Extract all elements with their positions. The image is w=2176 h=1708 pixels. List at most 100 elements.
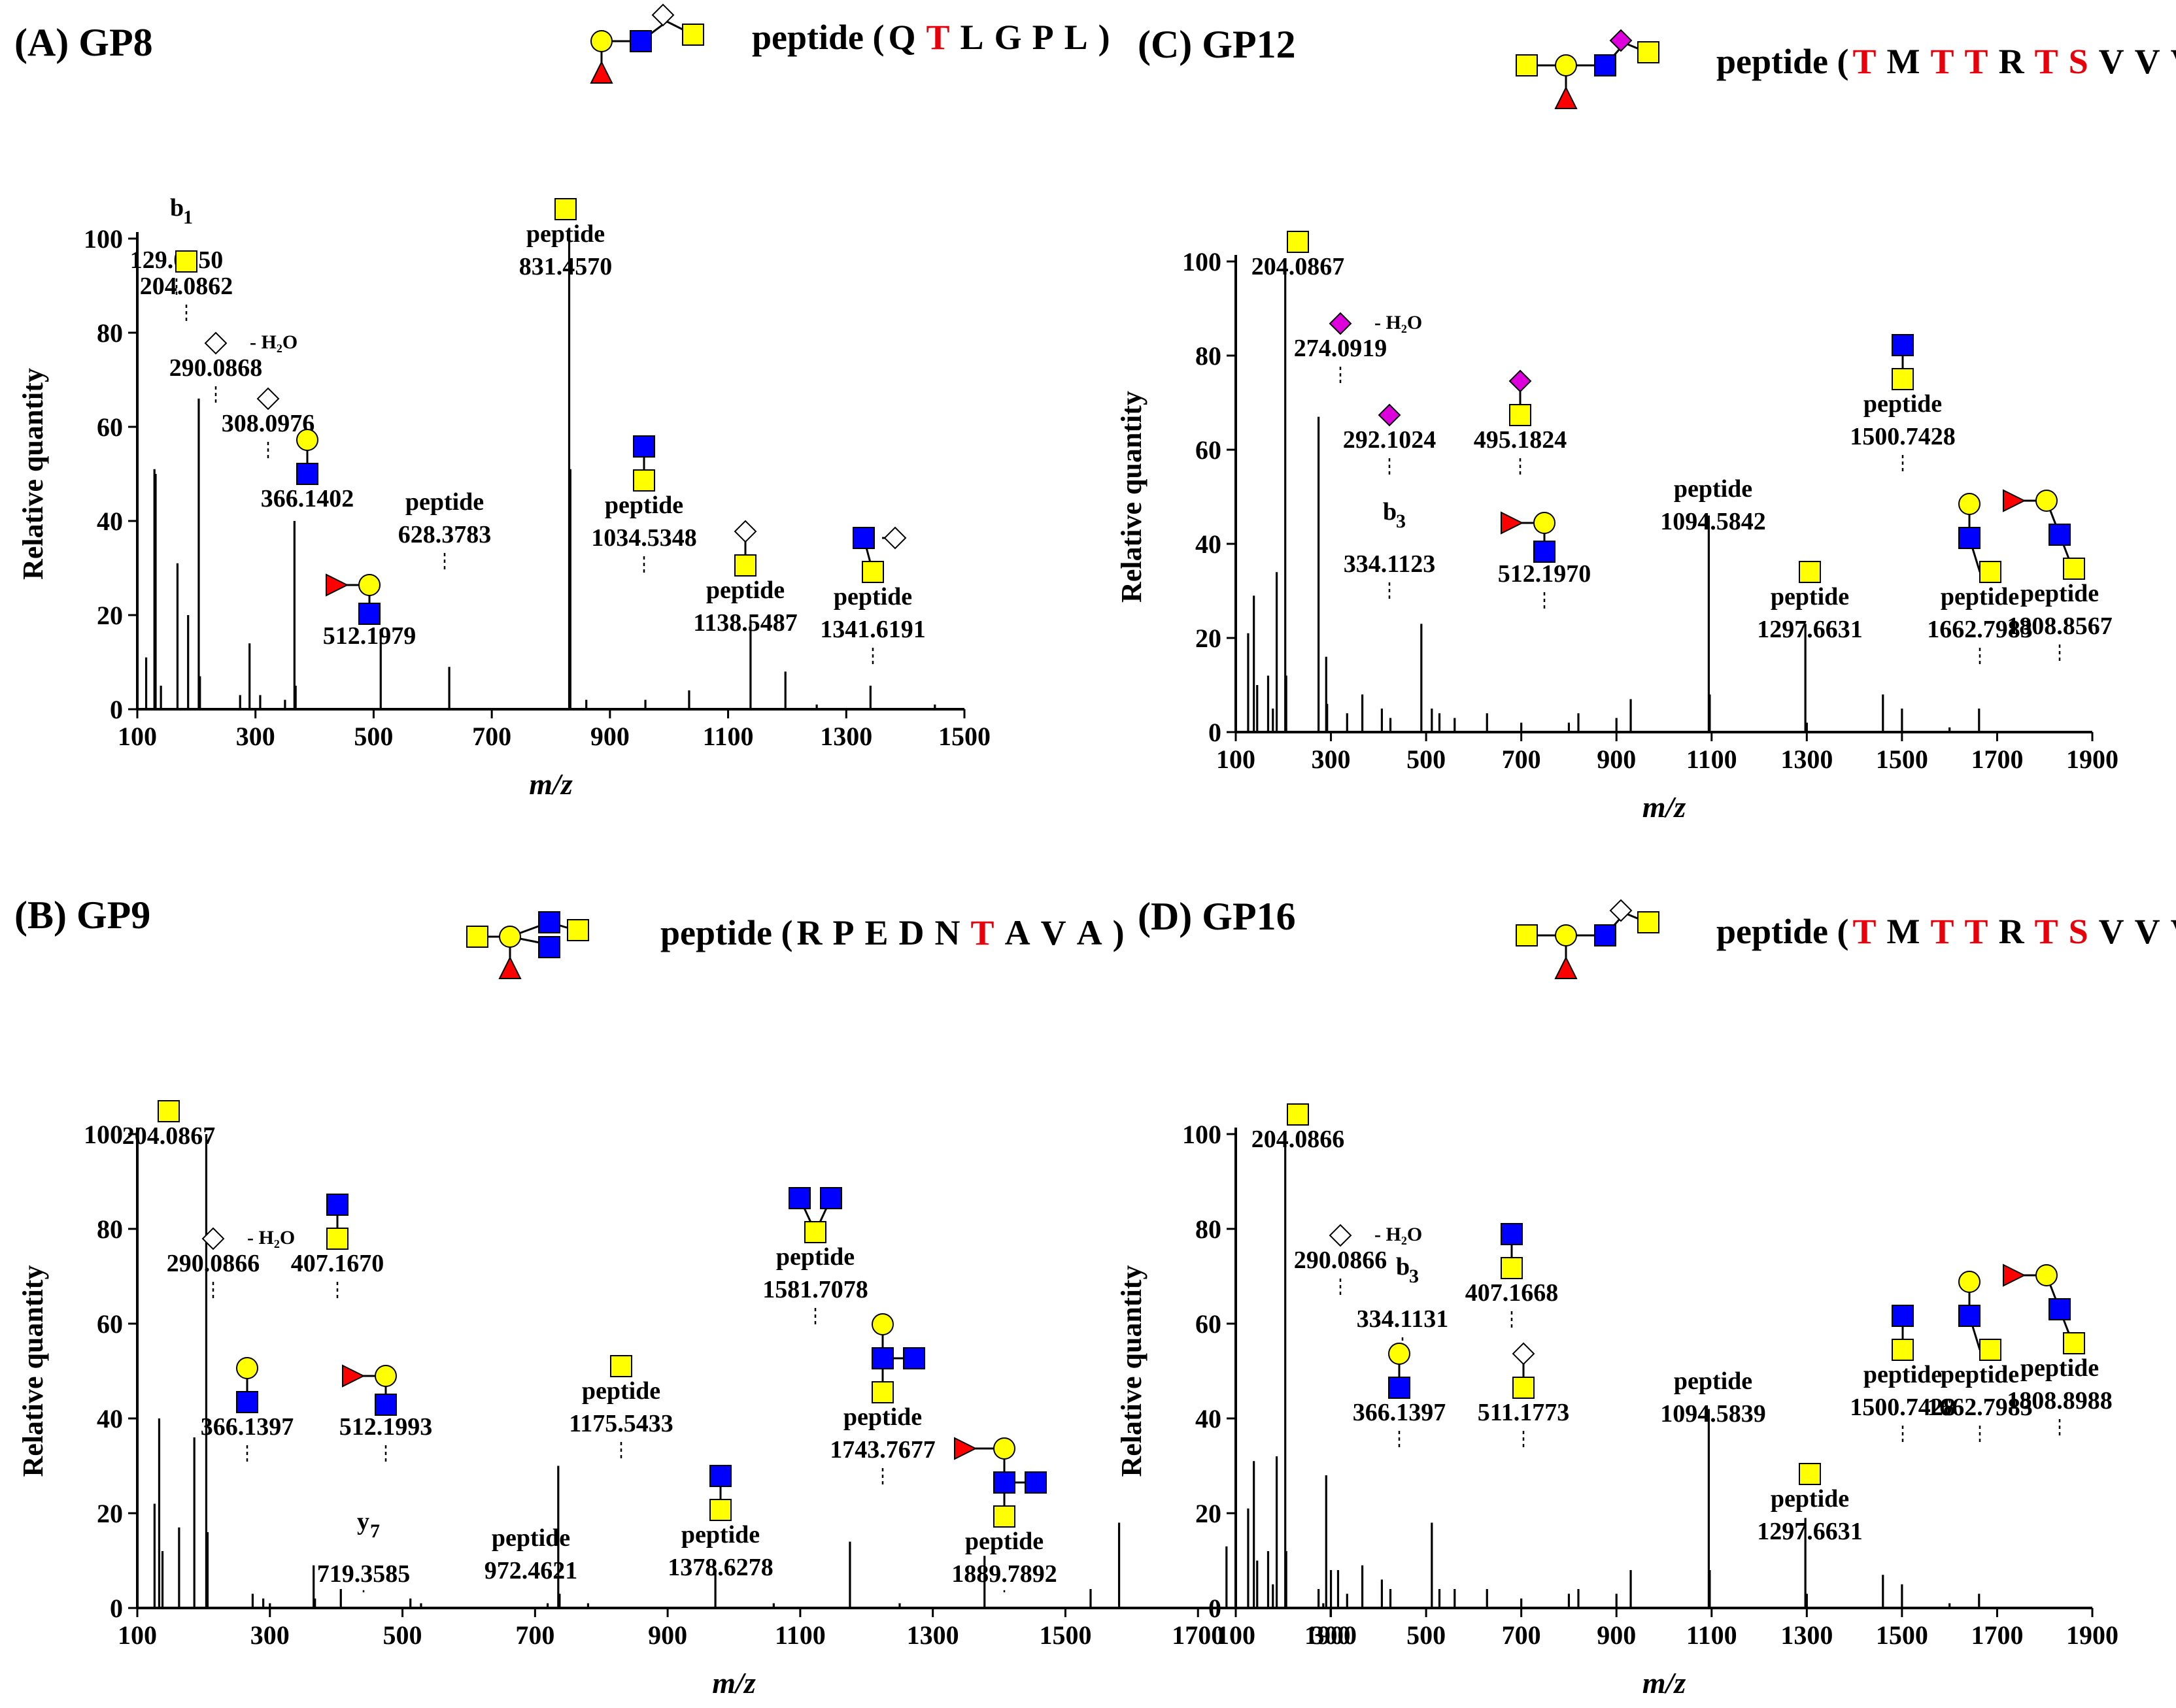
- fucose-triangle-icon: [590, 60, 613, 84]
- sequence-residue: V: [1041, 913, 1066, 952]
- peak-name-label: peptide: [405, 488, 484, 516]
- peak-name-label: peptide: [681, 1521, 760, 1549]
- peak-label-group: 292.1024: [1343, 403, 1436, 478]
- galnac-square-icon: [1501, 1257, 1523, 1279]
- peak-name-label: peptide: [582, 1377, 660, 1405]
- peak-label-group: peptide 1662.7983: [1927, 1271, 2033, 1445]
- peak-mz-label: 1034.5348: [591, 524, 697, 552]
- peak-name-label: peptide: [776, 1243, 855, 1271]
- glcnac-square-icon: [630, 30, 652, 52]
- glcnac-square-icon: [872, 1347, 894, 1369]
- peak-name-label: peptide: [526, 220, 605, 248]
- peak-label-group: 407.1670: [291, 1194, 384, 1301]
- glcnac-square-icon: [1533, 541, 1556, 563]
- galactose-circle-icon: [499, 926, 521, 948]
- sequence-residue: T: [971, 913, 994, 952]
- peak-label-group: 204.0866: [1251, 1103, 1344, 1153]
- galnac-square-icon: [175, 250, 197, 273]
- neugc-diamond-icon: [734, 520, 757, 543]
- x-tick-label: 1100: [1686, 745, 1737, 774]
- peak-name-label: peptide: [605, 492, 683, 519]
- x-tick-label: 1100: [703, 722, 754, 751]
- peak-mz-label: 1297.6631: [1757, 1518, 1863, 1545]
- neugc-diamond-icon: [651, 3, 675, 27]
- sequence-residue: R: [1999, 912, 2025, 951]
- peak-label-group: 366.1397: [201, 1357, 294, 1465]
- peak-label-group: 204.0867: [1251, 231, 1345, 280]
- x-axis-label: m/z: [529, 767, 573, 801]
- galactose-circle-icon: [872, 1313, 894, 1335]
- peak-mz-label: 290.0866: [1294, 1247, 1387, 1274]
- peak-label-group: peptide 1378.6278: [668, 1465, 774, 1581]
- sequence-suffix: ): [1113, 913, 1125, 952]
- peak-label-group: peptide 1094.5839: [1660, 1367, 1766, 1428]
- panel-title: (B) GP9: [14, 894, 150, 937]
- sequence-residue: V: [2135, 42, 2160, 81]
- glcnac-square-icon: [1501, 1223, 1523, 1245]
- fucose-triangle-icon: [498, 956, 522, 979]
- glcnac-square-icon: [853, 527, 875, 549]
- peak-label-group: 204.0862: [140, 250, 233, 324]
- peak-label-group: peptide 1581.7078: [762, 1187, 868, 1328]
- sequence-residue: M: [1887, 912, 1920, 951]
- y-tick-label: 60: [97, 412, 123, 442]
- peak-label-group: 308.0976: [222, 387, 314, 461]
- peak-label-group: 495.1824: [1474, 369, 1567, 478]
- peak-name-label: peptide: [965, 1528, 1044, 1555]
- x-tick-label: 1300: [1780, 745, 1833, 774]
- peak-mz-label: 1808.8567: [2007, 612, 2113, 640]
- galactose-circle-icon: [2035, 1264, 2058, 1286]
- x-tick-label: 1500: [938, 722, 991, 751]
- peak-name-label: peptide: [706, 577, 785, 604]
- fucose-triangle-icon: [1501, 511, 1524, 535]
- peak-name-label: peptide: [2020, 580, 2099, 607]
- peak-mz-label: 512.1979: [323, 622, 416, 650]
- peak-label-group: 204.0867: [122, 1100, 215, 1150]
- peak-name-label: peptide: [1863, 1361, 1942, 1388]
- peak-mz-label: 512.1970: [1498, 560, 1591, 588]
- peak-label-group: b3 334.1123: [1344, 498, 1435, 602]
- y-tick-label: 40: [1195, 1404, 1221, 1433]
- x-tick-label: 500: [383, 1620, 422, 1650]
- galnac-square-icon: [1892, 368, 1914, 390]
- galactose-circle-icon: [1388, 1343, 1410, 1365]
- galactose-circle-icon: [1533, 512, 1556, 534]
- galactose-circle-icon: [236, 1357, 258, 1379]
- glcnac-square-icon: [789, 1187, 811, 1209]
- galactose-circle-icon: [993, 1437, 1015, 1460]
- fucose-triangle-icon: [1554, 86, 1578, 109]
- sequence-residue: T: [1965, 42, 1988, 81]
- glcnac-square-icon: [633, 435, 655, 458]
- peak-mz-label: 1341.6191: [820, 616, 926, 643]
- peak-mz-label: 1743.7677: [830, 1436, 936, 1464]
- ion-label: y: [357, 1508, 369, 1535]
- peak-mz-label: 1175.5433: [569, 1410, 673, 1437]
- galnac-square-icon: [1637, 41, 1659, 63]
- peak-mz-label: 1094.5842: [1660, 508, 1766, 535]
- galnac-square-icon: [1892, 1339, 1914, 1361]
- neugc-diamond-icon: [1329, 1224, 1352, 1247]
- sequence-residue: T: [1931, 42, 1954, 81]
- x-tick-label: 1300: [820, 722, 872, 751]
- peak-label-group: 512.1979: [323, 573, 416, 650]
- galnac-square-icon: [1979, 1339, 2001, 1361]
- y-tick-label: 100: [1182, 1120, 1221, 1149]
- peak-mz-label: 831.4570: [519, 253, 613, 280]
- peak-mz-label: 1662.7983: [1927, 1394, 2033, 1421]
- peak-name-label: peptide: [1941, 583, 2019, 611]
- fucose-triangle-icon: [2003, 489, 2026, 512]
- glcnac-square-icon: [2048, 524, 2071, 546]
- sequence-residue: V: [2135, 912, 2160, 951]
- y-tick-label: 0: [110, 1594, 123, 1623]
- galactose-circle-icon: [1555, 924, 1577, 946]
- galnac-square-icon: [1637, 911, 1659, 933]
- panel-title: (D) GP16: [1138, 895, 1296, 938]
- galnac-square-icon: [872, 1381, 894, 1403]
- y-tick-label: 60: [1195, 1309, 1221, 1339]
- sequence-residue: V: [2171, 42, 2176, 81]
- peak-mz-label: 204.0867: [1251, 253, 1345, 280]
- sequence-residue: S: [2069, 912, 2088, 951]
- sequence-residue: T: [1853, 912, 1877, 951]
